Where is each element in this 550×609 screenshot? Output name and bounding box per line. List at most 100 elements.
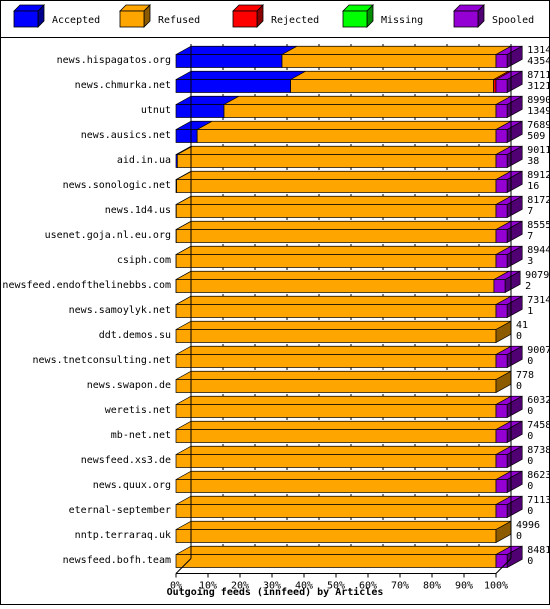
- bar-segment-spooled: [496, 130, 507, 143]
- bar-segment-spooled: [496, 255, 507, 268]
- bar-segment-spooled: [496, 230, 507, 243]
- legend-label: Accepted: [52, 15, 100, 26]
- bar-top-face: [282, 46, 511, 54]
- bar-segment-refused: [176, 330, 496, 343]
- bar-segment-spooled: [496, 55, 507, 68]
- value-label-accepted: 1349: [527, 106, 550, 117]
- value-label-accepted: 16: [527, 181, 539, 192]
- bar-segment-refused: [176, 530, 496, 543]
- value-label-offered: 778: [516, 370, 534, 381]
- bar-top-face: [176, 71, 306, 79]
- bar-top-face: [176, 546, 511, 554]
- bar-top-face: [176, 321, 511, 329]
- value-label-offered: 8172: [527, 195, 550, 206]
- category-label: news.hispagatos.org: [57, 55, 171, 66]
- legend-label: Refused: [158, 15, 200, 26]
- value-label-accepted: 1: [527, 306, 533, 317]
- value-label-accepted: 0: [527, 456, 533, 467]
- value-label-accepted: 3: [527, 256, 533, 267]
- x-axis-title: Outgoing feeds (innfeed) by Articles: [167, 586, 384, 598]
- bar-segment-refused: [224, 105, 496, 118]
- value-label-offered: 7113: [527, 495, 550, 506]
- bar-segment-refused: [176, 305, 496, 318]
- bar-segment-spooled: [496, 455, 507, 468]
- category-label: newsfeed.bofh.team: [63, 555, 171, 566]
- category-label: news.quux.org: [93, 480, 171, 491]
- value-label-accepted: 7: [527, 206, 533, 217]
- category-label: news.swapon.de: [87, 380, 171, 391]
- bar-segment-refused: [197, 130, 496, 143]
- category-label: csiph.com: [117, 255, 171, 266]
- bar-segment-refused: [176, 405, 496, 418]
- bar-top-face: [176, 396, 511, 404]
- value-label-offered: 13141: [527, 45, 550, 56]
- category-label: news.sonologic.net: [63, 180, 171, 191]
- bar-top-face: [176, 371, 511, 379]
- bar-segment-refused: [176, 430, 496, 443]
- value-label-offered: 7314: [527, 295, 550, 306]
- bar-top-face: [176, 271, 509, 279]
- value-label-accepted: 0: [527, 431, 533, 442]
- value-label-offered: 8481: [527, 545, 550, 556]
- value-label-offered: 8623: [527, 470, 550, 481]
- category-label: news.chmurka.net: [75, 80, 171, 91]
- bar-segment-spooled: [496, 180, 507, 193]
- value-label-offered: 41: [516, 320, 528, 331]
- category-label: news.1d4.us: [105, 205, 171, 216]
- bar-segment-accepted: [176, 80, 291, 93]
- bar-top-face: [177, 146, 511, 154]
- bar-segment-refused: [282, 55, 496, 68]
- legend-swatch: [14, 11, 38, 27]
- bar-segment-refused: [176, 205, 496, 218]
- bar-segment-spooled: [496, 555, 507, 568]
- bar-segment-refused: [176, 230, 496, 243]
- value-label-offered: 8990: [527, 95, 550, 106]
- bar-segment-spooled: [496, 105, 507, 118]
- value-label-offered: 7458: [527, 420, 550, 431]
- legend-swatch: [454, 11, 478, 27]
- x-tick-label: 70%: [391, 581, 409, 592]
- value-label-offered: 7689: [527, 120, 550, 131]
- bar-segment-refused: [176, 380, 496, 393]
- value-label-offered: 8711: [527, 70, 550, 81]
- bar-segment-refused: [177, 180, 496, 193]
- bar-top-face: [176, 246, 511, 254]
- value-label-offered: 8944: [527, 245, 550, 256]
- category-label: eternal-september: [69, 505, 171, 516]
- bar-segment-spooled: [496, 80, 507, 93]
- category-label: utnut: [141, 105, 171, 116]
- bar-top-face: [197, 121, 511, 129]
- bar-top-face: [176, 346, 511, 354]
- category-label: newsfeed.endofthelinebbs.com: [2, 280, 171, 291]
- value-label-accepted: 0: [516, 531, 522, 542]
- bar-row: 410: [176, 320, 528, 343]
- bar-top-face: [224, 96, 511, 104]
- value-label-accepted: 0: [527, 406, 533, 417]
- value-label-accepted: 4354: [527, 56, 550, 67]
- value-label-accepted: 0: [516, 331, 522, 342]
- bar-segment-refused: [176, 455, 496, 468]
- bar-top-face: [177, 171, 511, 179]
- bar-segment-rejected: [494, 80, 496, 93]
- bar-segment-spooled: [496, 480, 507, 493]
- bar-segment-refused: [291, 80, 494, 93]
- bar-row: 131414354: [176, 45, 550, 68]
- bar-segment-accepted: [176, 55, 282, 68]
- value-label-offered: 9007: [527, 345, 550, 356]
- bar-segment-refused: [176, 280, 494, 293]
- value-label-accepted: 0: [516, 381, 522, 392]
- bar-top-face: [176, 496, 511, 504]
- value-label-offered: 8555: [527, 220, 550, 231]
